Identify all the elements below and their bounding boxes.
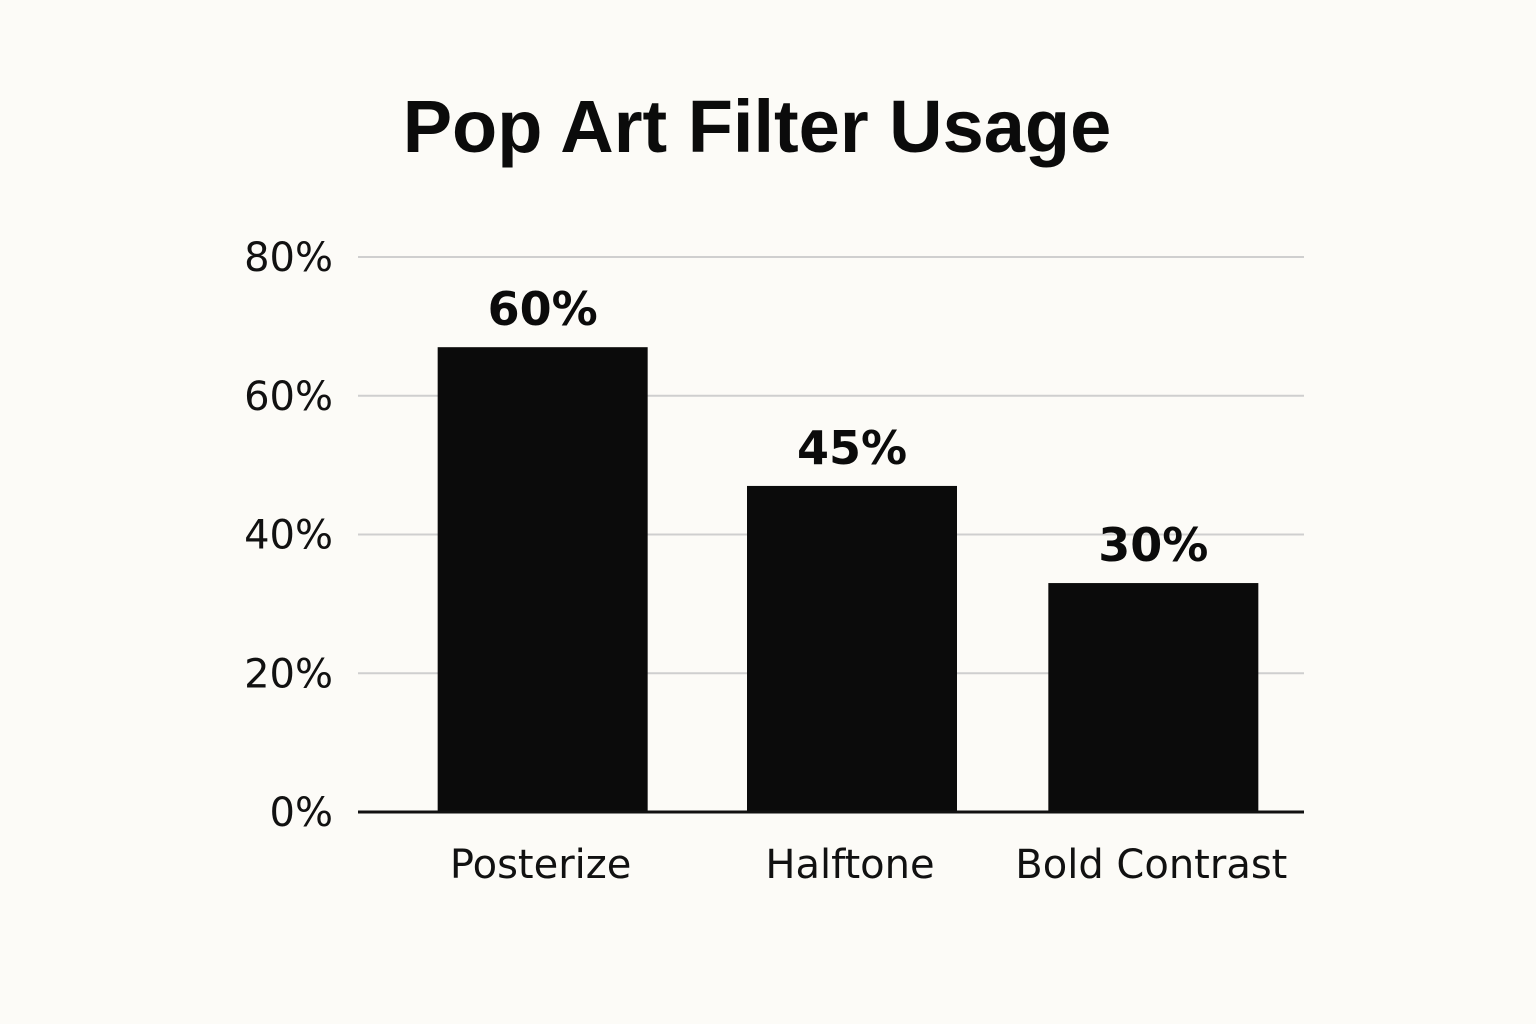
bar-posterize (437, 347, 648, 812)
y-tick-label: 80% (244, 235, 333, 281)
category-label: Posterize (450, 842, 631, 888)
x-axis-category-labels: Posterize Halftone Bold Contrast (450, 842, 1287, 888)
y-tick-label: 20% (244, 651, 333, 697)
data-label: 60% (488, 282, 598, 336)
bar-bold-contrast (1048, 583, 1259, 812)
bar-halftone (747, 485, 957, 812)
y-tick-label: 40% (244, 513, 333, 559)
data-label: 45% (797, 421, 907, 475)
bars (437, 347, 1259, 812)
y-tick-label: 60% (244, 374, 333, 420)
y-axis-tick-labels: 0% 20% 40% 60% 80% (244, 235, 333, 836)
y-tick-label: 0% (270, 790, 333, 836)
data-label: 30% (1098, 518, 1208, 572)
data-labels: 60% 45% 30% (488, 282, 1209, 572)
chart-title: Pop Art Filter Usage (403, 85, 1112, 168)
category-label: Halftone (765, 842, 934, 888)
category-label: Bold Contrast (1015, 842, 1287, 888)
